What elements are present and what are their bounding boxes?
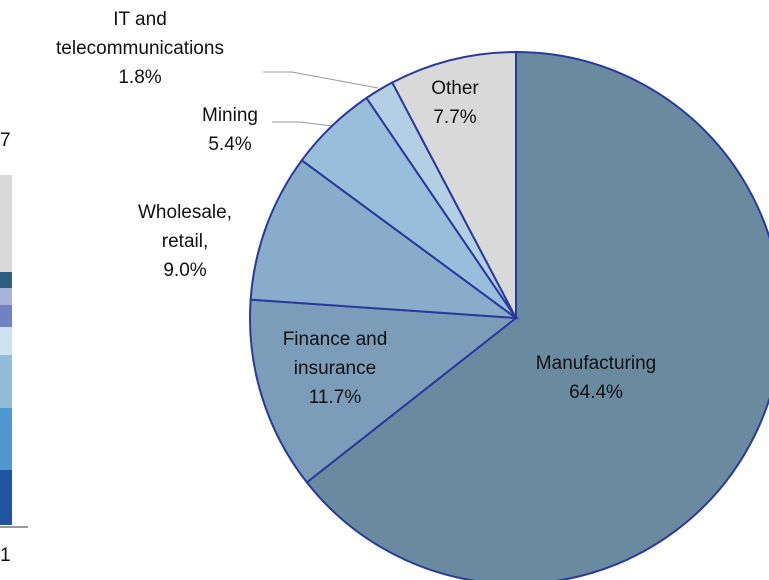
leader-line — [272, 121, 333, 127]
pie-slice — [305, 50, 769, 580]
slice-label: IT and telecommunications 1.8% — [45, 5, 235, 92]
slice-value: 5.4% — [208, 134, 252, 155]
slice-name: Finance and insurance — [282, 329, 388, 379]
slice-name: Wholesale, retail, — [138, 202, 232, 252]
leader-line — [263, 71, 379, 89]
slice-name: Mining — [202, 105, 258, 126]
pie-slice — [249, 298, 519, 484]
slice-value: 1.8% — [118, 67, 162, 88]
pie-slice — [249, 158, 520, 320]
pie-slice — [390, 50, 517, 319]
pie — [249, 50, 769, 580]
slice-label: Finance and insurance 11.7% — [265, 325, 405, 412]
fragment-label: 1 — [0, 545, 11, 566]
slice-name: IT and telecommunications — [56, 9, 224, 59]
partial-bar — [0, 175, 28, 528]
slice-label: Manufacturing 64.4% — [516, 349, 676, 407]
slice-value: 9.0% — [163, 260, 207, 281]
slice-name: Manufacturing — [535, 353, 657, 374]
slice-value: 64.4% — [569, 382, 623, 403]
slice-value: 7.7% — [433, 107, 477, 128]
slice-value: 11.7% — [308, 387, 362, 408]
fragment-label: 7 — [0, 130, 11, 151]
slice-label: Wholesale, retail, 9.0% — [130, 198, 240, 285]
slice-label: Mining 5.4% — [170, 101, 290, 159]
slice-name: Other — [431, 78, 479, 99]
slice-label: Other 7.7% — [395, 74, 515, 132]
